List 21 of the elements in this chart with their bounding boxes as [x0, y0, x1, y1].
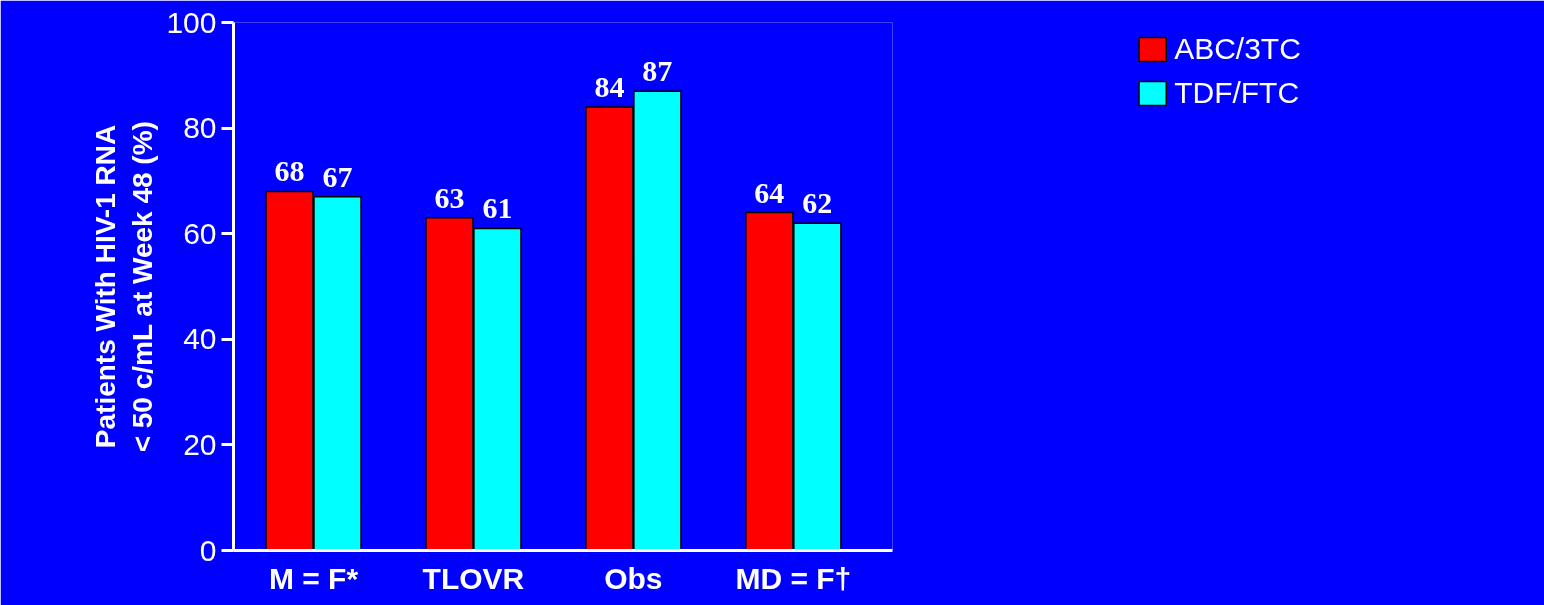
- x-tick-label: Obs: [604, 561, 663, 595]
- data-label: 62: [802, 186, 833, 220]
- data-label: 61: [482, 191, 513, 225]
- x-tick-label: MD = F†: [735, 561, 852, 595]
- data-label: 84: [594, 69, 625, 103]
- legend-label: ABC/3TC: [1174, 32, 1301, 66]
- y-tick-label: 20: [183, 427, 217, 461]
- y-axis-title: Patients With HIV-1 RNA < 50 c/mL at Week 48 (%): [90, 121, 159, 453]
- y-tick-label: 60: [183, 216, 217, 250]
- legend-label: TDF/FTC: [1174, 76, 1300, 110]
- x-tick-label: TLOVR: [422, 561, 525, 595]
- y-tick-label: 0: [199, 533, 217, 567]
- data-label: 64: [754, 175, 785, 209]
- data-label: 87: [642, 54, 673, 88]
- data-label: 67: [322, 159, 353, 193]
- data-label: 63: [434, 180, 465, 214]
- x-tick-label: M = F*: [268, 561, 359, 595]
- y-tick-label: 40: [183, 322, 217, 356]
- y-tick-label: 80: [183, 111, 217, 145]
- y-tick-label: 100: [166, 5, 217, 39]
- data-label: 68: [274, 154, 305, 188]
